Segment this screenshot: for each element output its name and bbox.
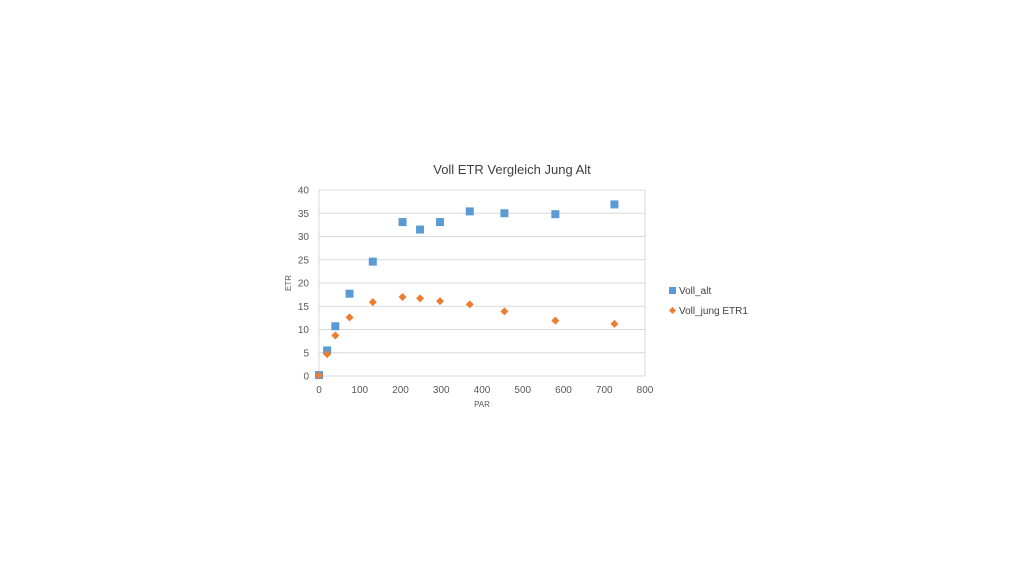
plot-area-border [318, 189, 646, 377]
y-tick-label: 10 [298, 325, 310, 336]
data-point [368, 298, 377, 307]
data-point [416, 225, 425, 234]
legend-marker [669, 287, 676, 294]
legend: Voll_alt Voll_jung ETR1 [669, 286, 748, 317]
y-tick-label: 25 [298, 255, 310, 266]
x-tick-label: 100 [351, 385, 368, 396]
x-tick-label: 500 [514, 385, 531, 396]
data-point [368, 257, 377, 266]
legend-item: Voll_jung ETR1 [669, 306, 748, 317]
y-tick-label: 15 [298, 302, 310, 313]
y-tick-label: 40 [298, 186, 310, 197]
data-point [500, 307, 509, 316]
y-tick-label: 0 [303, 372, 309, 383]
x-tick-label: 400 [474, 385, 491, 396]
data-point [416, 294, 425, 303]
data-point [331, 331, 340, 340]
x-tick-label: 800 [637, 385, 654, 396]
data-point [551, 210, 560, 219]
x-tick-label: 300 [433, 385, 450, 396]
data-point [315, 371, 323, 380]
y-tick-label: 30 [298, 232, 310, 243]
series-voll-jung-etr1 [315, 292, 619, 380]
legend-marker [669, 307, 676, 314]
data-point [465, 300, 474, 309]
x-tick-label: 0 [316, 385, 322, 396]
x-axis-ticks: 0 100 200 300 400 500 600 700 800 [316, 385, 654, 396]
y-tick-label: 20 [298, 279, 310, 290]
data-point [465, 207, 474, 216]
data-point [610, 200, 619, 209]
x-tick-label: 600 [555, 385, 572, 396]
y-tick-label: 35 [298, 209, 310, 220]
data-point [500, 209, 509, 218]
legend-label: Voll_alt [679, 286, 711, 297]
data-point [551, 316, 560, 325]
chart-title: Voll ETR Vergleich Jung Alt [433, 162, 591, 177]
data-point [436, 218, 445, 227]
y-tick-label: 5 [303, 348, 309, 359]
data-series [315, 200, 619, 380]
grid-lines [319, 212, 645, 354]
data-point [331, 322, 340, 331]
x-axis-label: PAR [474, 400, 490, 409]
y-axis-label: ETR [284, 275, 293, 291]
data-point [610, 319, 619, 328]
data-point [398, 292, 407, 301]
legend-label: Voll_jung ETR1 [679, 306, 748, 317]
data-point [345, 313, 354, 322]
data-point [323, 350, 332, 359]
x-tick-label: 700 [596, 385, 613, 396]
x-tick-label: 200 [392, 385, 409, 396]
data-point [398, 218, 407, 227]
legend-item: Voll_alt [669, 286, 711, 297]
y-axis-ticks: 0 5 10 15 20 25 30 35 40 [298, 186, 310, 383]
data-point [345, 289, 354, 298]
data-point [436, 297, 445, 306]
